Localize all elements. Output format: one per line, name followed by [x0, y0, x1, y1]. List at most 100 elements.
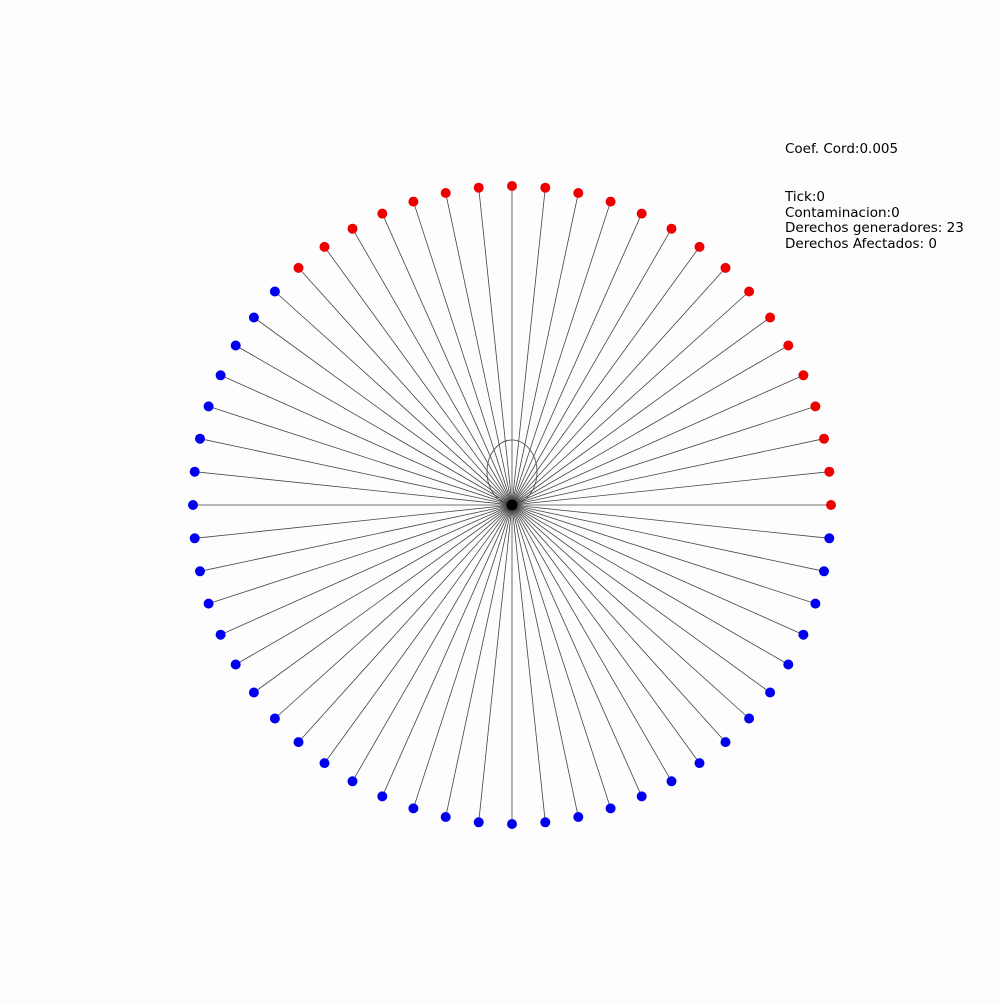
affected-node	[783, 659, 794, 670]
generator-node	[666, 223, 677, 234]
affected-node	[203, 598, 214, 609]
generator-node	[824, 466, 835, 477]
coef-cord-label: Coef. Cord:0.005	[785, 141, 899, 157]
edge	[511, 504, 611, 809]
generator-node	[347, 223, 358, 234]
affected-node	[408, 803, 419, 814]
edge	[478, 504, 513, 823]
edge	[511, 504, 804, 636]
generator-node	[540, 182, 551, 193]
generator-node	[408, 196, 419, 207]
edge	[298, 504, 513, 743]
affected-node	[744, 713, 755, 724]
generator-node	[744, 286, 755, 297]
edge	[274, 291, 513, 506]
edge	[220, 374, 513, 506]
affected-node	[189, 533, 200, 544]
edge	[511, 471, 830, 506]
generator-node	[765, 312, 776, 323]
edge	[274, 504, 513, 719]
affected-node	[293, 737, 304, 748]
edge	[511, 504, 579, 818]
edge	[445, 192, 513, 506]
edge	[208, 504, 513, 604]
edge	[478, 187, 513, 506]
edge	[253, 504, 513, 693]
generator-node	[319, 241, 330, 252]
edge	[511, 504, 672, 782]
affected-node	[377, 791, 388, 802]
generator-node	[293, 262, 304, 273]
affected-node	[819, 566, 829, 577]
affected-node	[189, 466, 200, 477]
affected-node	[507, 819, 517, 829]
edge	[511, 504, 789, 665]
hub-node	[506, 499, 518, 511]
edge	[381, 504, 513, 797]
generator-node	[819, 433, 829, 444]
edge	[324, 504, 513, 764]
affected-node	[248, 312, 259, 323]
generator-node	[573, 188, 584, 198]
edge	[511, 345, 789, 506]
generator-node	[826, 500, 836, 510]
affected-node	[636, 791, 647, 802]
affected-node	[319, 758, 330, 769]
generator-node	[636, 208, 647, 219]
affected-node	[188, 500, 198, 510]
edge	[208, 406, 513, 506]
edge	[511, 246, 700, 506]
edge	[199, 438, 513, 506]
affected-node	[230, 659, 241, 670]
generator-node	[377, 208, 388, 219]
affected-node	[203, 401, 214, 412]
generator-node	[798, 370, 809, 381]
edge	[235, 345, 513, 506]
generator-node	[720, 262, 731, 273]
edge	[511, 291, 750, 506]
edge	[413, 201, 513, 506]
edge	[511, 192, 579, 506]
edge	[298, 267, 513, 506]
edge	[511, 267, 726, 506]
generator-node	[507, 181, 517, 191]
edges-group	[193, 186, 831, 824]
edge	[511, 504, 830, 539]
affected-node	[824, 533, 835, 544]
affected-node	[720, 737, 731, 748]
edge	[381, 213, 513, 506]
affected-node	[765, 687, 776, 698]
affected-node	[573, 812, 584, 822]
generator-node	[694, 241, 705, 252]
edge	[511, 406, 816, 506]
edge	[352, 504, 513, 782]
generator-node	[440, 188, 451, 198]
nodes-group	[188, 181, 836, 829]
contaminacion-label: Contaminacion:0	[785, 204, 900, 221]
affected-node	[195, 566, 205, 577]
generator-node	[783, 340, 794, 351]
affected-node	[269, 713, 280, 724]
affected-node	[540, 817, 551, 828]
affected-node	[269, 286, 280, 297]
generator-node	[473, 182, 484, 193]
edge	[511, 187, 546, 506]
edge	[511, 228, 672, 506]
affected-node	[347, 776, 358, 787]
affected-node	[810, 598, 821, 609]
affected-node	[666, 776, 677, 787]
affected-node	[230, 340, 241, 351]
edge	[220, 504, 513, 636]
affected-node	[248, 687, 259, 698]
edge	[511, 374, 804, 506]
edge	[511, 504, 726, 743]
edge	[511, 504, 643, 797]
affected-node	[440, 812, 451, 822]
edge	[511, 504, 825, 572]
edge	[194, 504, 513, 539]
edge	[445, 504, 513, 818]
edge	[511, 201, 611, 506]
affected-node	[798, 629, 809, 640]
